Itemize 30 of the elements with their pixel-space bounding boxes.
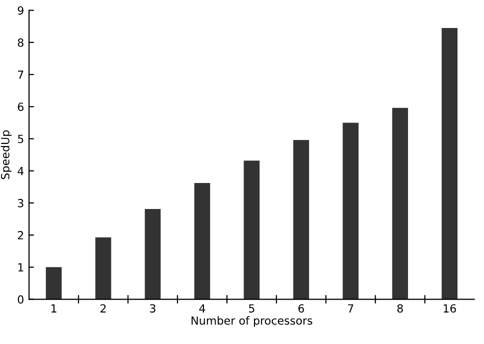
y-tick-label: 5 (18, 134, 24, 144)
x-tick-label: 1 (51, 304, 56, 312)
x-tick-label: 8 (397, 304, 403, 313)
bar (194, 183, 210, 300)
x-tick-label: 7 (348, 304, 354, 312)
y-tick-label: 3 (18, 198, 24, 208)
bar (46, 267, 62, 300)
x-tick-label: 4 (199, 304, 206, 312)
y-tick-label: 7 (18, 70, 24, 79)
y-tick-label: 4 (18, 166, 24, 176)
bar (442, 28, 458, 300)
y-tick-label: 8 (18, 38, 24, 47)
y-tick-label: 9 (18, 6, 24, 15)
bar (293, 140, 310, 300)
y-tick-label: 2 (18, 231, 24, 240)
bar (342, 122, 359, 300)
bar (95, 237, 112, 300)
x-tick-label: 3 (150, 304, 156, 313)
y-tick-label: 1 (18, 263, 24, 272)
bar (244, 160, 260, 300)
x-axis-title: Number of processors (192, 316, 312, 327)
y-tick-label: 0 (18, 295, 24, 304)
x-tick-label: 2 (100, 304, 106, 312)
x-tick-label: 6 (298, 304, 304, 313)
x-tick-label: 5 (249, 304, 254, 313)
y-axis-title: SpeedUp (0, 130, 12, 180)
x-tick-label: 16 (444, 304, 456, 313)
y-tick-label: 6 (18, 102, 24, 112)
bar (392, 108, 408, 300)
bar (144, 209, 161, 300)
